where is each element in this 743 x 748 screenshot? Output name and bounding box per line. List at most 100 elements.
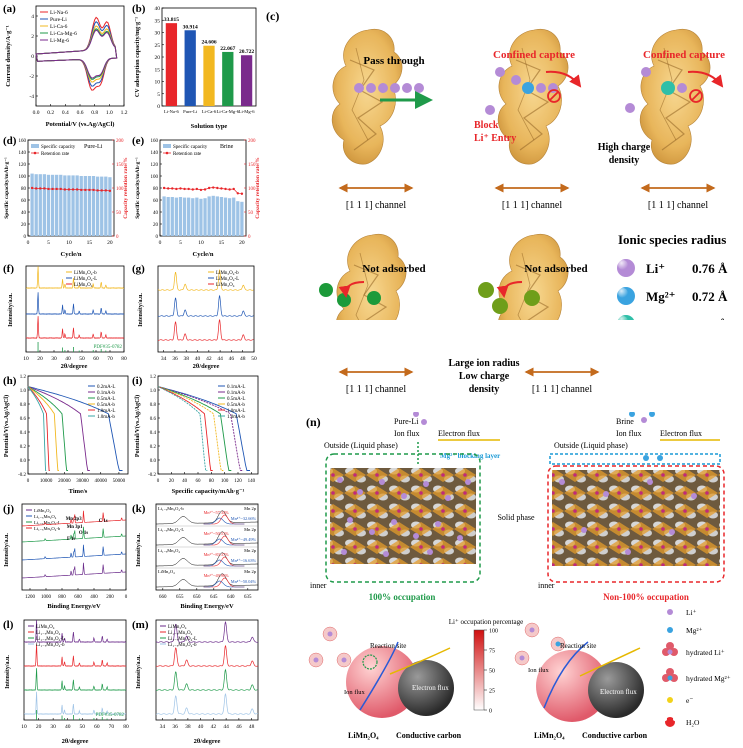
li-sites-right (559, 479, 697, 555)
x-axis-label: Binding Energy/eV (47, 603, 101, 610)
tick-label: 36 (172, 724, 178, 730)
tick-label: 10 (66, 240, 72, 246)
x-axis-label: Binding Energy/eV (180, 603, 234, 610)
mg-legend-icon (667, 627, 673, 633)
inner-label-right: inner (538, 581, 555, 590)
capacity-bar-12 (207, 196, 211, 236)
chart-h: (h) 0 10000 20000 30000 40000 50000 -0.2 0.0 0.2… (3, 375, 129, 495)
tick-label: 40 (153, 211, 159, 216)
legend-label: LiMn₂O₄ (36, 625, 55, 630)
tick-label: 100 (19, 175, 27, 180)
bar-value-label: 22.067 (220, 46, 235, 52)
tick-label: 40 (198, 724, 204, 730)
pattern-1 (157, 269, 254, 291)
legend-label: 0.2mA-L (97, 385, 115, 390)
retention-point-2 (166, 187, 170, 190)
na-ion (337, 293, 351, 307)
mn4-fit-3 (203, 559, 245, 567)
bar-value-label: 30.914 (183, 24, 198, 30)
tick-label: 35 (155, 18, 161, 24)
large-ion-text-2: Low charge (459, 371, 510, 382)
tick-label: 30 (155, 31, 161, 37)
tick-label: 1.0 (106, 110, 113, 116)
tick-label: 46 (236, 724, 242, 730)
legend-label: Li₁₋ₓMn₂O₄-L (36, 637, 65, 642)
ion-flux-sphere-label-2: Ion flux (528, 667, 550, 674)
legend-marker-retention (33, 151, 37, 155)
retention-point-19 (104, 189, 108, 192)
region-label: Mn 2p (244, 527, 257, 532)
discharge-curve-4 (27, 386, 59, 471)
plot-frame (27, 375, 129, 475)
retention-point-4 (43, 187, 46, 190)
retention-point-16 (224, 187, 227, 191)
channel-structure-5 (497, 233, 569, 320)
not-adsorbed-label-1: Not adsorbed (362, 263, 425, 275)
tick-label: 80 (21, 187, 27, 192)
discharge-curve-2 (27, 386, 90, 471)
sphere-illustration-right (514, 622, 644, 722)
tick-label: 200 (106, 595, 114, 600)
tick-label: 50 (116, 211, 122, 216)
legend-label: 1.0mA-L (227, 409, 245, 414)
tick-label: 42 (211, 724, 217, 730)
legend-label: Li₁₋ₓMn₂O₄ (36, 631, 61, 636)
ion-flux-label-2: Ion flux (616, 429, 642, 438)
chart-g: (g) 34 36 38 40 42 44 46 48 50 LiMn₂O₄-bLiMn₂O₄-L… (132, 263, 257, 370)
block-icon (547, 89, 561, 103)
plot-frame (157, 375, 259, 475)
legend-label: Li-Na-6 (50, 10, 68, 16)
panel-letter-m: (m) (132, 619, 149, 631)
tick-label: 60 (21, 199, 27, 204)
pattern-1 (23, 620, 127, 643)
block-icon (689, 89, 703, 103)
retention-point-18 (232, 187, 235, 191)
legend-label: LiMn₂O₄ (168, 625, 187, 630)
x-axis-label: Time/s (69, 488, 88, 495)
tick-label: 660 (159, 595, 167, 600)
lattice-structure-left (330, 468, 476, 564)
ion-name: Li⁺ (646, 261, 665, 276)
tick-label: 20 (239, 240, 245, 246)
peak-annotation: C 1s (99, 519, 108, 524)
channel-label-5: [1 1 1] channel (532, 384, 592, 395)
tick-label: 160 (151, 139, 159, 144)
legend-mg: Mg²⁺ (686, 626, 703, 635)
tick-label: 5 (157, 92, 160, 98)
tick-label: 80 (209, 479, 215, 484)
tick-label: 0 (116, 235, 119, 240)
legend-label: 0.1mA-b (97, 391, 115, 396)
channel-label-4: [1 1 1] channel (346, 384, 406, 395)
capacity-bar-13 (211, 195, 215, 236)
raw-spectrum-4 (156, 573, 258, 588)
retention-point-17 (96, 189, 99, 192)
chart-title: Brine (220, 144, 234, 150)
panel-letter-h: (h) (3, 375, 17, 387)
inner-label-left: inner (310, 581, 327, 590)
discharge-curve-6 (157, 386, 208, 471)
y-axis-label: Potential/V(vs.Ag/AgCl) (134, 395, 141, 457)
tick-label: 48 (249, 724, 255, 730)
tick-label: 20 (153, 223, 159, 228)
cv-curves (35, 16, 118, 91)
panel-letter-j: (j) (3, 503, 14, 515)
bar-5 (240, 55, 253, 106)
capacity-bar-10 (199, 198, 203, 236)
legend-label: 0.1mA-L (227, 385, 245, 390)
chart-b: (b) 0 5 10 15 20 25 30 35 40 33.815 Li-Na-6 30.914… (132, 3, 257, 130)
category-label: Pure-Li (183, 109, 198, 114)
tick-label: 635 (244, 595, 252, 600)
retention-point-4 (175, 187, 178, 191)
colorbar-label: 0 (489, 709, 492, 715)
electron-flux-sphere-label-2: Electron flux (600, 688, 637, 696)
sample-label: LiMn₂O₄ (158, 569, 175, 574)
legend-swatch-capacity (163, 144, 171, 148)
tick-label: 10 (198, 240, 204, 246)
mn4-label: Mn⁴⁺~32.66% (231, 516, 257, 521)
legend-label: LiMn₂O₄ (34, 508, 51, 513)
plot-frame (157, 265, 255, 353)
tick-label: 140 (151, 151, 159, 156)
capacity-bar-6 (50, 174, 55, 236)
tick-label: 0.8 (150, 403, 157, 408)
solid-phase-label: Solid phase (497, 513, 535, 522)
